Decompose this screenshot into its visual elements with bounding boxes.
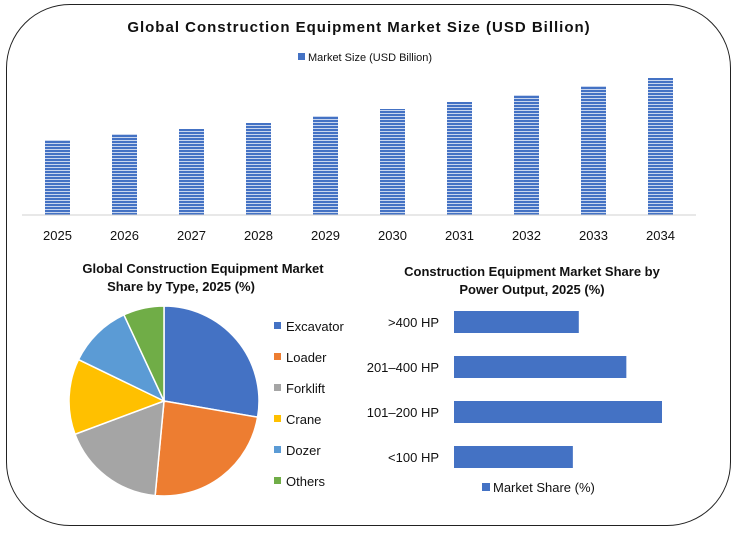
pie-legend-swatch bbox=[274, 415, 281, 422]
bar-2029 bbox=[313, 116, 338, 215]
bar-2032 bbox=[514, 95, 539, 215]
pie-slice-excavator bbox=[163, 305, 260, 419]
bar-2034 bbox=[648, 78, 673, 215]
bar-legend-swatch bbox=[298, 53, 305, 60]
hbar-legend-swatch bbox=[482, 483, 490, 491]
hbar-chart-y-ticks: >400 HP 201–400 HP 101–200 HP <100 HP bbox=[367, 315, 439, 465]
pie-legend-label: Dozer bbox=[286, 443, 321, 458]
pie-legend-label: Others bbox=[286, 474, 326, 489]
bar-2026 bbox=[112, 134, 137, 215]
x-tick-label: 2025 bbox=[43, 228, 72, 243]
pie-slice-loader bbox=[154, 400, 259, 497]
x-tick-label: 2028 bbox=[244, 228, 273, 243]
pie-slice-others bbox=[122, 305, 165, 402]
pie-legend-label: Loader bbox=[286, 350, 327, 365]
bar-2028 bbox=[246, 123, 271, 215]
pie-chart-title-line2: Share by Type, 2025 (%) bbox=[107, 279, 255, 294]
bar-2031 bbox=[447, 102, 472, 215]
pie-legend-label: Excavator bbox=[286, 319, 344, 334]
x-tick-label: 2026 bbox=[110, 228, 139, 243]
x-tick-label: 2027 bbox=[177, 228, 206, 243]
hbar-chart-title-line2: Power Output, 2025 (%) bbox=[459, 282, 604, 297]
bar-legend-label: Market Size (USD Billion) bbox=[308, 52, 432, 64]
x-tick-label: 2030 bbox=[378, 228, 407, 243]
bar-2030 bbox=[380, 109, 405, 215]
hbar-chart-title-line1: Construction Equipment Market Share by bbox=[404, 264, 660, 279]
x-tick-label: 2033 bbox=[579, 228, 608, 243]
hbar-chart-legend: Market Share (%) bbox=[482, 480, 595, 495]
pie-chart-legend: Excavator Loader Forklift Crane Dozer Others bbox=[274, 319, 344, 489]
bar-chart-bars bbox=[45, 78, 673, 215]
bar-2033 bbox=[581, 86, 606, 215]
hbar-<100 HP bbox=[454, 446, 573, 468]
y-tick-label: 101–200 HP bbox=[367, 405, 439, 420]
pie-legend-swatch bbox=[274, 322, 281, 329]
pie-legend-swatch bbox=[274, 353, 281, 360]
hbar-201–400 HP bbox=[454, 356, 627, 378]
pie-legend-swatch bbox=[274, 446, 281, 453]
hbar-chart-bars bbox=[454, 311, 662, 468]
y-tick-label: >400 HP bbox=[388, 315, 439, 330]
bar-chart-title: Global Construction Equipment Market Siz… bbox=[127, 19, 590, 36]
pie-chart-slices bbox=[68, 305, 260, 497]
bar-2025 bbox=[45, 140, 70, 215]
x-tick-label: 2034 bbox=[646, 228, 675, 243]
bar-chart-x-ticks: 2025 2026 2027 2028 2029 2030 2031 2032 2033 2034 bbox=[43, 228, 675, 243]
x-tick-label: 2032 bbox=[512, 228, 541, 243]
hbar-legend-label: Market Share (%) bbox=[493, 480, 595, 495]
pie-slice-forklift bbox=[74, 399, 165, 497]
chart-frame bbox=[6, 4, 731, 526]
pie-legend-swatch bbox=[274, 477, 281, 484]
pie-legend-swatch bbox=[274, 384, 281, 391]
hbar-101–200 HP bbox=[454, 401, 662, 423]
pie-chart-title-line1: Global Construction Equipment Market bbox=[82, 261, 324, 276]
x-tick-label: 2029 bbox=[311, 228, 340, 243]
pie-legend-label: Forklift bbox=[286, 381, 325, 396]
bar-chart-legend: Market Size (USD Billion) bbox=[298, 52, 432, 64]
hbar->400 HP bbox=[454, 311, 579, 333]
pie-slice-dozer bbox=[77, 313, 166, 403]
bar-2027 bbox=[179, 129, 204, 215]
pie-slice-crane bbox=[68, 358, 166, 436]
y-tick-label: <100 HP bbox=[388, 450, 439, 465]
x-tick-label: 2031 bbox=[445, 228, 474, 243]
y-tick-label: 201–400 HP bbox=[367, 360, 439, 375]
pie-legend-label: Crane bbox=[286, 412, 321, 427]
